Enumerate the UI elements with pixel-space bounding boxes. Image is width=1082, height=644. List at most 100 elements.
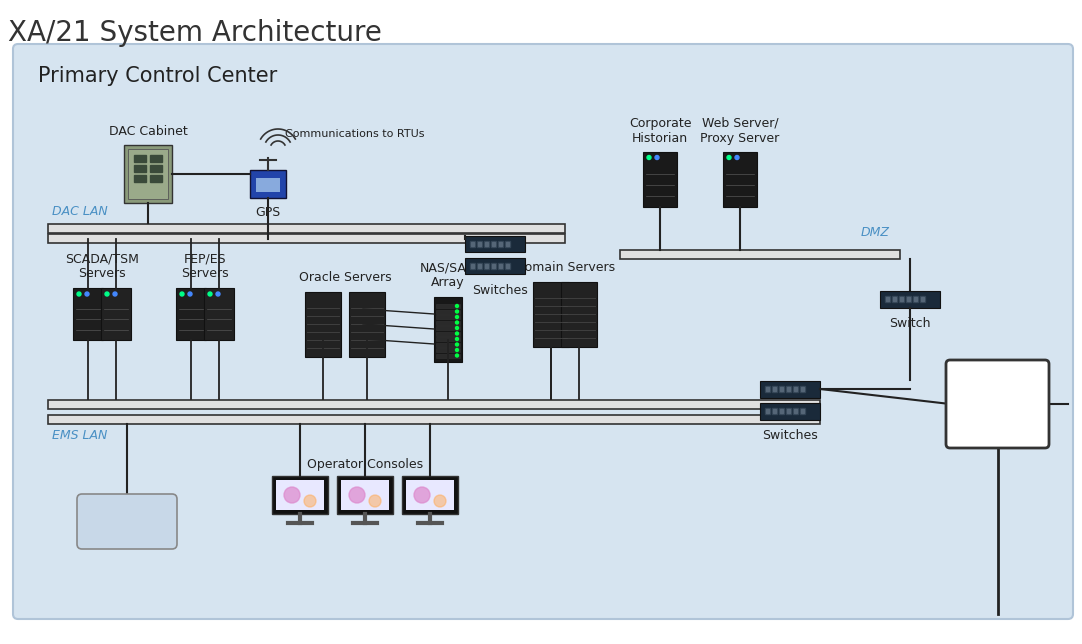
Bar	[786, 408, 791, 414]
Circle shape	[647, 155, 651, 160]
Bar	[913, 296, 918, 302]
Bar	[773, 409, 776, 413]
Bar	[800, 408, 805, 414]
Circle shape	[456, 305, 459, 307]
Bar	[800, 386, 805, 392]
Text: EMS LAN: EMS LAN	[52, 429, 107, 442]
Bar	[787, 387, 790, 391]
Bar	[771, 408, 777, 414]
Text: DMZ: DMZ	[861, 226, 890, 239]
Circle shape	[456, 343, 459, 346]
Bar	[436, 321, 460, 325]
Bar	[436, 310, 460, 314]
Circle shape	[655, 155, 659, 160]
Bar	[907, 297, 910, 301]
Bar	[499, 264, 502, 268]
Text: Corporate
Historian: Corporate Historian	[629, 117, 691, 145]
Bar	[150, 165, 162, 172]
Text: Primary Control Center: Primary Control Center	[38, 66, 277, 86]
Circle shape	[216, 292, 220, 296]
Text: DAC LAN: DAC LAN	[52, 205, 108, 218]
Bar	[505, 241, 510, 247]
Bar	[484, 263, 489, 269]
Text: XA/21 System Architecture: XA/21 System Architecture	[8, 19, 382, 47]
Bar	[256, 178, 280, 192]
FancyBboxPatch shape	[276, 480, 324, 510]
Bar	[48, 399, 820, 408]
Bar	[436, 326, 460, 330]
FancyBboxPatch shape	[305, 292, 341, 357]
Bar	[498, 263, 503, 269]
Bar	[801, 387, 804, 391]
Bar	[499, 242, 502, 246]
Circle shape	[456, 337, 459, 341]
Bar	[150, 155, 162, 162]
FancyBboxPatch shape	[434, 296, 462, 361]
FancyBboxPatch shape	[272, 476, 328, 514]
FancyBboxPatch shape	[176, 288, 206, 340]
Bar	[436, 332, 460, 336]
FancyBboxPatch shape	[946, 360, 1050, 448]
Circle shape	[188, 292, 192, 296]
FancyBboxPatch shape	[341, 480, 390, 510]
Bar	[436, 343, 460, 346]
Circle shape	[77, 292, 81, 296]
FancyBboxPatch shape	[250, 170, 286, 198]
Bar	[914, 297, 918, 301]
Bar	[492, 242, 494, 246]
Circle shape	[456, 327, 459, 330]
FancyBboxPatch shape	[101, 288, 131, 340]
Circle shape	[456, 332, 459, 335]
Text: Oracle Servers: Oracle Servers	[299, 271, 392, 284]
Text: SCADA/TSM
Servers: SCADA/TSM Servers	[65, 252, 138, 280]
Bar	[780, 409, 783, 413]
Bar	[900, 297, 903, 301]
FancyBboxPatch shape	[337, 476, 393, 514]
Bar	[48, 415, 820, 424]
Bar	[134, 155, 146, 162]
FancyBboxPatch shape	[72, 288, 103, 340]
Text: Firewall: Firewall	[972, 397, 1024, 411]
Circle shape	[456, 310, 459, 313]
Text: Switches: Switches	[472, 284, 528, 297]
Bar	[766, 387, 769, 391]
Bar	[893, 297, 896, 301]
Bar	[478, 242, 481, 246]
Bar	[471, 264, 474, 268]
FancyBboxPatch shape	[723, 151, 757, 207]
Text: Web Server/
Proxy Server: Web Server/ Proxy Server	[700, 117, 780, 145]
Circle shape	[208, 292, 212, 296]
Bar	[436, 304, 460, 308]
Bar	[506, 242, 509, 246]
Bar	[478, 264, 481, 268]
Bar	[899, 296, 903, 302]
Bar	[134, 175, 146, 182]
FancyBboxPatch shape	[128, 149, 168, 199]
Text: NAS/SAN
Array: NAS/SAN Array	[420, 261, 476, 289]
Bar	[766, 409, 769, 413]
Text: Communications to RTUs: Communications to RTUs	[285, 129, 424, 139]
FancyBboxPatch shape	[465, 258, 525, 274]
Bar	[48, 234, 565, 243]
Circle shape	[456, 321, 459, 324]
Bar	[491, 241, 496, 247]
Bar	[793, 386, 799, 392]
Bar	[906, 296, 911, 302]
FancyBboxPatch shape	[204, 288, 234, 340]
Bar	[498, 241, 503, 247]
Text: GPS: GPS	[255, 206, 280, 219]
Text: Operator Consoles: Operator Consoles	[307, 458, 423, 471]
FancyBboxPatch shape	[77, 494, 177, 549]
FancyBboxPatch shape	[349, 292, 385, 357]
Bar	[485, 264, 488, 268]
FancyBboxPatch shape	[13, 44, 1073, 619]
FancyBboxPatch shape	[760, 381, 820, 397]
Bar	[793, 408, 799, 414]
Circle shape	[349, 487, 365, 503]
Bar	[801, 409, 804, 413]
Text: FEP/ES
Servers: FEP/ES Servers	[181, 252, 228, 280]
Bar	[134, 165, 146, 172]
Bar	[620, 249, 900, 258]
Bar	[892, 296, 897, 302]
FancyBboxPatch shape	[465, 236, 525, 252]
